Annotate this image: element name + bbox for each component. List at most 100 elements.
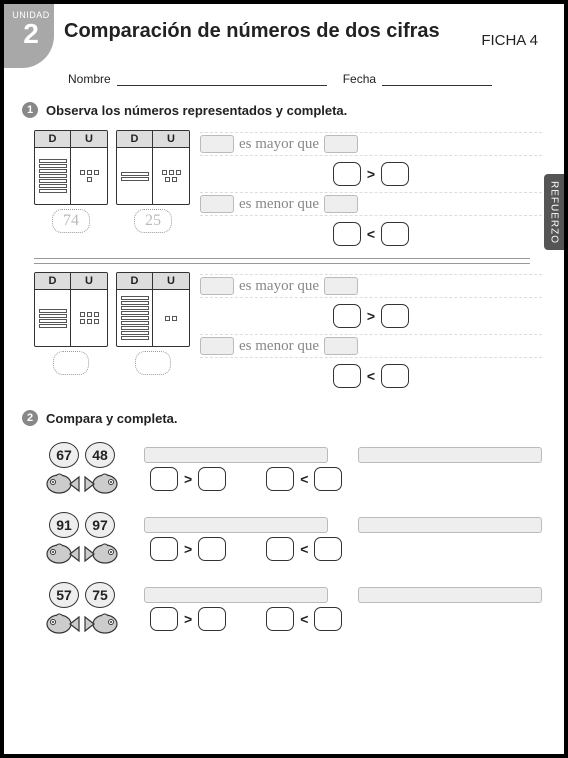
du-block: DU 74	[34, 130, 108, 233]
fecha-input-line[interactable]	[382, 72, 492, 86]
answer-box[interactable]	[266, 607, 294, 631]
answer-box[interactable]	[198, 537, 226, 561]
number-bubble: 57	[49, 582, 79, 608]
answer-box[interactable]	[333, 222, 361, 246]
answer-box[interactable]	[150, 467, 178, 491]
number-bubble: 91	[49, 512, 79, 538]
lt-op: <	[300, 471, 308, 487]
blank-slot[interactable]	[324, 135, 358, 153]
units-cell	[71, 290, 107, 346]
gt-op: >	[367, 308, 375, 324]
sentence-slot[interactable]	[358, 517, 542, 533]
lt-row: <	[266, 607, 342, 631]
gt-op: >	[184, 611, 192, 627]
tens-cell	[35, 290, 71, 346]
menor-text: es menor que	[239, 196, 319, 213]
blank-slot[interactable]	[200, 277, 234, 295]
ex2-answer-area: > <	[144, 447, 542, 491]
tens-cell	[35, 148, 71, 204]
d-header: D	[117, 131, 153, 148]
sentence-slot[interactable]	[358, 587, 542, 603]
sentence-slot[interactable]	[358, 447, 542, 463]
divider	[34, 263, 530, 264]
u-header: U	[153, 273, 189, 290]
lt-op: <	[300, 541, 308, 557]
lt-row: <	[266, 467, 342, 491]
mayor-line: es mayor que	[200, 132, 542, 156]
ex2-row: 91 97 >	[22, 504, 542, 574]
gt-row: >	[150, 537, 226, 561]
name-date-row: Nombre Fecha	[68, 72, 542, 86]
answer-box[interactable]	[381, 304, 409, 328]
blank-slot[interactable]	[200, 195, 234, 213]
side-tab: REFUERZO	[544, 174, 564, 250]
tens-cell	[117, 148, 153, 204]
units-cell	[71, 148, 107, 204]
blank-slot[interactable]	[200, 337, 234, 355]
section-2: 2 Compara y completa. 67 48	[22, 410, 542, 644]
answer-box[interactable]	[266, 467, 294, 491]
number-pill[interactable]: 25	[134, 209, 172, 233]
gt-row: >	[150, 467, 226, 491]
sentence-slot[interactable]	[144, 517, 328, 533]
lt-row: <	[266, 537, 342, 561]
answer-box[interactable]	[333, 364, 361, 388]
answer-box[interactable]	[333, 162, 361, 186]
number-pill[interactable]	[135, 351, 171, 375]
gt-op: >	[184, 541, 192, 557]
number-bubble: 97	[85, 512, 115, 538]
units-cell	[153, 148, 189, 204]
bullet-2: 2	[22, 410, 38, 426]
blank-slot[interactable]	[324, 277, 358, 295]
menor-line: es menor que	[200, 192, 542, 216]
sentence-slot[interactable]	[144, 447, 328, 463]
blank-slot[interactable]	[200, 135, 234, 153]
answer-box[interactable]	[266, 537, 294, 561]
answer-box[interactable]	[314, 467, 342, 491]
section-1-heading: 1 Observa los números representados y co…	[22, 102, 542, 118]
answer-box[interactable]	[198, 607, 226, 631]
blank-slot[interactable]	[324, 337, 358, 355]
section-1-text: Observa los números representados y comp…	[46, 103, 347, 118]
fish-icon	[83, 470, 121, 496]
compare-column: es mayor que > es menor que <	[200, 130, 542, 246]
answer-box[interactable]	[381, 222, 409, 246]
answer-box[interactable]	[150, 537, 178, 561]
du-block: DU	[34, 272, 108, 375]
du-pair: DU DU	[34, 272, 190, 375]
nombre-input-line[interactable]	[117, 72, 327, 86]
blank-slot[interactable]	[324, 195, 358, 213]
fish-icon	[43, 470, 81, 496]
answer-box[interactable]	[333, 304, 361, 328]
number-pill[interactable]: 74	[52, 209, 90, 233]
answer-box[interactable]	[314, 607, 342, 631]
fish-block: 91 97	[34, 508, 130, 570]
answer-box[interactable]	[381, 162, 409, 186]
du-table: DU	[116, 130, 190, 205]
du-pair: DU 74 DU 25	[34, 130, 190, 233]
section-1: 1 Observa los números representados y co…	[22, 102, 542, 396]
tens-cell	[117, 290, 153, 346]
ex2-row: 57 75 >	[22, 574, 542, 644]
answer-box[interactable]	[381, 364, 409, 388]
u-header: U	[71, 273, 107, 290]
compare-column: es mayor que > es menor que <	[200, 272, 542, 388]
u-header: U	[71, 131, 107, 148]
fecha-label: Fecha	[343, 72, 376, 86]
number-pill[interactable]	[53, 351, 89, 375]
lt-row: <	[200, 222, 542, 246]
answer-box[interactable]	[150, 607, 178, 631]
answer-box[interactable]	[198, 467, 226, 491]
ficha-label: FICHA 4	[481, 18, 542, 49]
lt-op: <	[367, 368, 375, 384]
lt-row: <	[200, 364, 542, 388]
ex2-answer-area: > <	[144, 587, 542, 631]
nombre-label: Nombre	[68, 72, 111, 86]
du-block: DU	[116, 272, 190, 375]
menor-text: es menor que	[239, 338, 319, 355]
ex1-row: DU DU es mayor que > es menor q	[22, 268, 542, 396]
d-header: D	[35, 273, 71, 290]
gt-row: >	[150, 607, 226, 631]
sentence-slot[interactable]	[144, 587, 328, 603]
answer-box[interactable]	[314, 537, 342, 561]
